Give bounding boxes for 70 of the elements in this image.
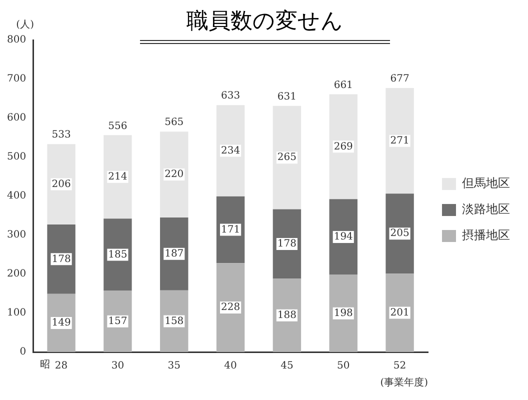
bar <box>272 278 302 352</box>
text: 昭 <box>40 360 50 371</box>
bar <box>104 135 132 219</box>
data-label: 149 <box>52 318 71 329</box>
data-label: 228 <box>220 302 240 314</box>
data-label: 271 <box>390 135 410 146</box>
y-tick-label: 600 <box>6 112 26 124</box>
total-label: 556 <box>108 120 128 132</box>
total-label: 631 <box>277 92 297 103</box>
y-axis-title: (人) <box>16 20 34 31</box>
x-tick-label: 28 <box>54 360 68 372</box>
chart-title: 職員数の変せん <box>140 6 390 44</box>
x-axis-title: (事業年度) <box>380 376 428 389</box>
x-tick-label: 52 <box>393 360 406 372</box>
data-label: 185 <box>108 249 128 260</box>
bar <box>329 199 358 275</box>
y-tick-label: 200 <box>6 268 26 280</box>
data-label: 178 <box>52 254 71 265</box>
data-label: 187 <box>164 248 184 260</box>
data-label: 201 <box>390 307 410 318</box>
x-tick-label: 45 <box>280 360 294 372</box>
bar <box>386 88 414 194</box>
y-tick-label: 700 <box>6 74 26 85</box>
bar <box>47 144 76 224</box>
bar <box>216 105 245 196</box>
bar <box>272 106 302 210</box>
y-tick-label: 400 <box>6 190 26 202</box>
x-tick-label: 50 <box>337 360 350 372</box>
total-label: 533 <box>52 130 71 141</box>
legend-label: 但馬地区 <box>462 176 510 190</box>
y-tick-label: 100 <box>6 308 26 319</box>
data-label: 194 <box>334 232 353 243</box>
y-tick-label: 500 <box>6 152 26 163</box>
data-label: 158 <box>164 316 184 327</box>
y-tick-label: 300 <box>6 230 26 241</box>
data-label: 198 <box>334 308 353 319</box>
legend-label: 淡路地区 <box>462 202 510 216</box>
data-label: 157 <box>108 316 128 327</box>
legend-label: 摂播地区 <box>462 228 510 242</box>
bar <box>216 263 245 352</box>
bar <box>160 132 188 218</box>
data-label: 220 <box>164 169 184 180</box>
total-label: 565 <box>164 117 184 128</box>
bar <box>104 218 132 291</box>
total-label: 633 <box>220 90 240 102</box>
bar <box>272 209 302 279</box>
bar <box>104 290 132 352</box>
y-tick-label: 800 <box>6 34 26 46</box>
data-label: 178 <box>277 238 297 250</box>
data-label: 265 <box>277 152 297 164</box>
bar <box>329 94 358 200</box>
data-label: 171 <box>220 224 240 236</box>
data-label: 269 <box>334 141 353 152</box>
x-tick-label: 40 <box>224 360 237 372</box>
bar <box>160 217 188 290</box>
x-tick-label: 30 <box>111 360 124 372</box>
data-label: 206 <box>52 178 71 190</box>
data-label: 188 <box>277 310 297 321</box>
bar <box>329 274 358 352</box>
y-tick-label: 0 <box>20 346 26 358</box>
x-tick-label: 35 <box>168 360 180 372</box>
data-label: 214 <box>108 171 128 182</box>
bar <box>47 224 76 294</box>
bar <box>216 196 245 264</box>
data-label: 205 <box>390 228 410 240</box>
bar <box>386 274 414 352</box>
data-label: 234 <box>220 145 240 156</box>
total-label: 677 <box>390 74 410 85</box>
total-label: 661 <box>334 80 353 91</box>
bar <box>386 194 414 274</box>
